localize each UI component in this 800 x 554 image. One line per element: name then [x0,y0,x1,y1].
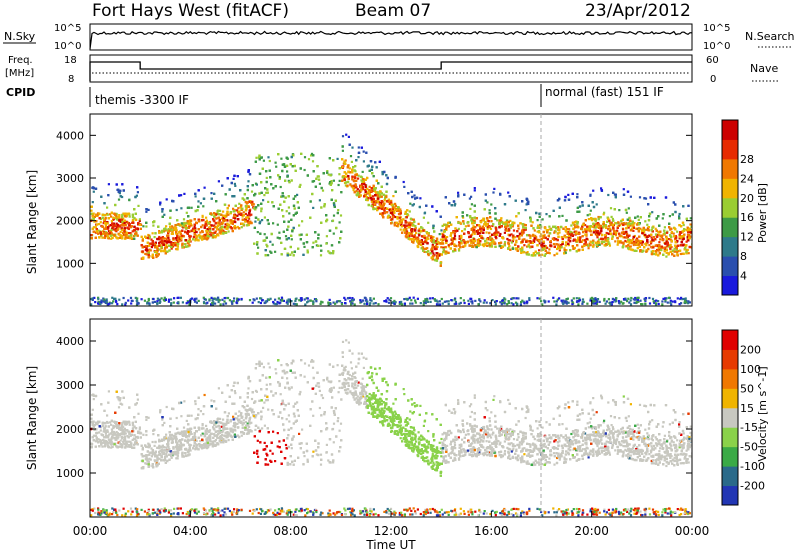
colorbar-tick-label: -200 [740,480,765,493]
freq-tick-top: 18 [64,55,77,66]
power-colorbar: 4 8 12 16 20 24 28 [721,119,754,296]
y-tick-label: 1000 [56,257,84,270]
colorbar-tick-label: 28 [740,153,754,166]
velocity-colorbar: 200 100 50 15 -15 -50 -100 -200 [721,329,765,506]
cpid-segment-themis: themis -3300 IF [95,93,189,107]
time-axis-label: Time UT [365,538,416,552]
colorbar-swatch [722,427,738,448]
freq-tick-bottom: 8 [68,74,74,85]
colorbar-swatch [722,256,738,277]
colorbar-tick-label: 50 [740,382,754,395]
y-tick-label: 2000 [56,423,84,436]
power-colorbar-title: Power [dB] [756,183,769,243]
freq-trace [89,61,692,81]
x-tick-label: 04:00 [173,524,208,538]
velocity-panel: 1000 2000 3000 4000 Slant Range [km] [25,318,693,518]
cpid-label: CPID [6,86,35,99]
colorbar-tick-label: 15 [740,402,754,415]
nsky-panel: N.Sky 10^5 10^0 10^5 10^0 N.Search [3,23,795,52]
colorbar-swatch [722,120,738,140]
velocity-scatter-data [90,339,692,517]
cpid-segment-normal: normal (fast) 151 IF [545,85,664,99]
y-tick-label: 3000 [56,172,84,185]
cpid-panel: CPID themis -3300 IF normal (fast) 151 I… [6,84,664,107]
y-tick-label: 1000 [56,467,84,480]
nave-label: Nave [750,62,778,75]
x-tick-label: 12:00 [374,524,409,538]
time-axis-ticks: 00:00 04:00 08:00 12:00 16:00 20:00 00:00 [73,300,710,538]
colorbar-tick-label: -15 [740,421,758,434]
freq-unit-label: [MHz] [5,68,34,79]
colorbar-tick-label: 4 [740,270,747,283]
freq-label: Freq. [8,55,33,66]
velocity-ylabel: Slant Range [km] [25,366,39,470]
colorbar-swatch [722,349,738,370]
date-label: 23/Apr/2012 [585,1,691,21]
colorbar-swatch [722,368,738,389]
y-tick-label: 2000 [56,215,84,228]
colorbar-tick-label: 100 [740,363,761,376]
nsearch-tick-bottom: 10^0 [703,41,730,52]
colorbar-swatch [722,466,738,487]
x-tick-label: 00:00 [73,524,108,538]
colorbar-swatch [722,158,738,179]
beam-label: Beam 07 [355,1,431,21]
colorbar-swatch [722,446,738,467]
colorbar-swatch [722,275,738,296]
station-title: Fort Hays West (fitACF) [92,1,289,21]
colorbar-swatch [722,485,738,506]
colorbar-tick-label: 12 [740,231,754,244]
x-tick-label: 20:00 [574,524,609,538]
nsearch-label: N.Search [745,30,795,43]
power-y-ticks: 1000 2000 3000 4000 [56,129,692,270]
colorbar-swatch [722,139,738,160]
colorbar-tick-label: 20 [740,192,754,205]
y-tick-label: 4000 [56,335,84,348]
colorbar-swatch [722,178,738,199]
nave-tick-bottom: 0 [710,74,716,85]
x-tick-label: 08:00 [273,524,308,538]
freq-panel: Freq. [MHz] 18 8 60 0 Nave [5,54,778,85]
nsearch-tick-top: 10^5 [703,23,730,34]
x-tick-label: 16:00 [474,524,509,538]
velocity-y-ticks: 1000 2000 3000 4000 [56,335,692,480]
colorbar-swatch [722,388,738,409]
power-ylabel: Slant Range [km] [25,170,39,274]
colorbar-swatch [722,217,738,238]
power-scatter-data [90,133,692,306]
nsky-tick-top: 10^5 [54,23,81,34]
colorbar-tick-label: 24 [740,172,754,185]
colorbar-tick-label: 200 [740,343,761,356]
colorbar-tick-label: 8 [740,250,747,263]
colorbar-swatch [722,236,738,257]
x-tick-label: 00:00 [675,524,710,538]
nsky-tick-bottom: 10^0 [54,41,81,52]
nsky-trace [89,30,693,50]
nave-tick-top: 60 [706,55,719,66]
y-tick-label: 4000 [56,129,84,142]
nsky-label: N.Sky [4,30,36,43]
colorbar-swatch [722,407,738,428]
colorbar-tick-label: 16 [740,211,754,224]
colorbar-swatch [722,330,738,350]
colorbar-tick-label: -50 [740,441,758,454]
colorbar-tick-label: -100 [740,460,765,473]
colorbar-swatch [722,197,738,218]
y-tick-label: 3000 [56,379,84,392]
velocity-colorbar-title: Velocity [m s^-1] [756,366,769,461]
power-panel: 1000 2000 3000 4000 Slant Range [km] [25,113,693,307]
